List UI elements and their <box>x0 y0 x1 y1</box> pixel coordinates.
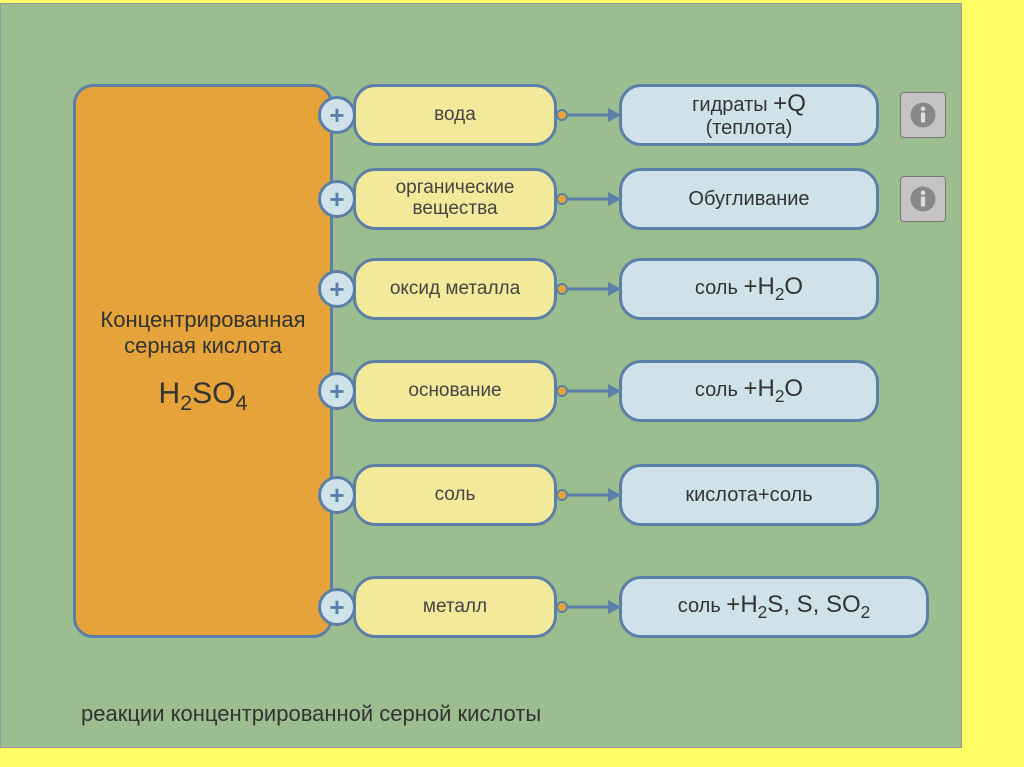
plus-icon: + <box>318 588 356 626</box>
info-button[interactable] <box>900 176 946 222</box>
plus-icon: + <box>318 476 356 514</box>
product-box: кислота+соль <box>619 464 879 526</box>
plus-icon: + <box>318 180 356 218</box>
reactant-box: соль <box>353 464 557 526</box>
info-button[interactable] <box>900 92 946 138</box>
reactant-box: основание <box>353 360 557 422</box>
connector-dot <box>556 489 568 501</box>
connector-dot <box>556 283 568 295</box>
main-acid-box: Концентрированная серная кислота H2SO4 <box>73 84 333 638</box>
reactant-label: оксид металла <box>390 279 520 300</box>
reactant-box: оксид металла <box>353 258 557 320</box>
product-label: Обугливание <box>688 188 809 210</box>
reactant-label: основание <box>408 381 501 402</box>
product-box: соль +H2S, S, SO2 <box>619 576 929 638</box>
diagram-caption: реакции концентрированной серной кислоты <box>81 701 541 727</box>
connector-dot <box>556 385 568 397</box>
main-formula: H2SO4 <box>158 377 247 416</box>
product-box: гидраты +Q(теплота) <box>619 84 879 146</box>
reactant-label: металл <box>423 597 487 618</box>
product-label: кислота+соль <box>685 484 812 506</box>
product-box: соль +H2O <box>619 258 879 320</box>
product-label: соль +H2S, S, SO2 <box>678 592 871 622</box>
reactant-box: вода <box>353 84 557 146</box>
plus-icon: + <box>318 372 356 410</box>
reactant-label: вода <box>434 105 476 126</box>
product-box: соль +H2O <box>619 360 879 422</box>
reactant-label: соль <box>435 485 476 506</box>
plus-icon: + <box>318 270 356 308</box>
connector-dot <box>556 601 568 613</box>
plus-icon: + <box>318 96 356 134</box>
connector-dot <box>556 193 568 205</box>
product-box: Обугливание <box>619 168 879 230</box>
product-label: соль +H2O <box>695 274 803 304</box>
page-outer: Концентрированная серная кислота H2SO4 +… <box>0 0 1024 767</box>
connector-dot <box>556 109 568 121</box>
reactant-box: органические вещества <box>353 168 557 230</box>
reactant-box: металл <box>353 576 557 638</box>
product-label: гидраты +Q(теплота) <box>692 91 806 139</box>
main-label: Концентрированная серная кислота <box>76 307 330 359</box>
reactant-label: органические вещества <box>364 178 546 220</box>
diagram-panel: Концентрированная серная кислота H2SO4 +… <box>0 3 962 748</box>
product-label: соль +H2O <box>695 376 803 406</box>
